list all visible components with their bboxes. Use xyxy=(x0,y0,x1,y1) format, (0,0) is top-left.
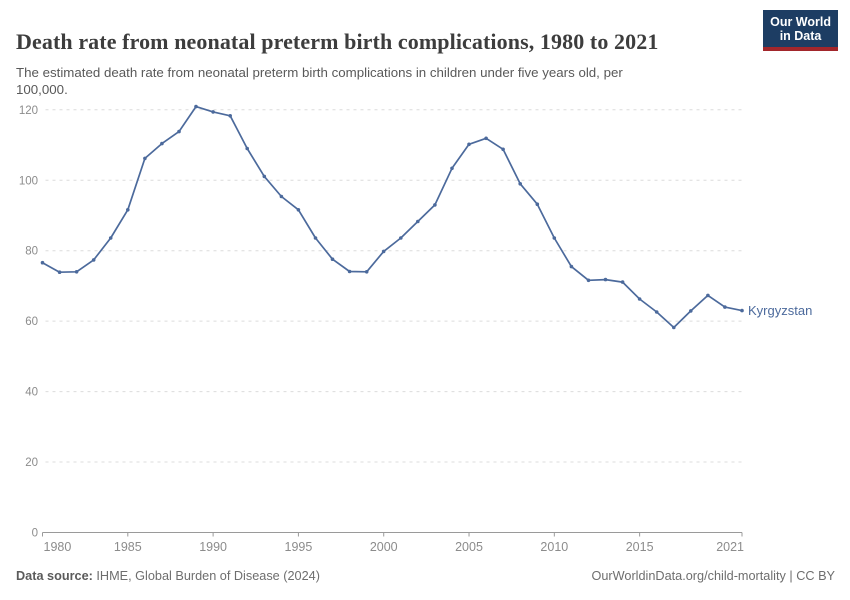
kyrgyzstan-series-line[interactable] xyxy=(41,105,743,329)
x-axis-tick-label: 2021 xyxy=(716,540,744,554)
data-point-marker[interactable] xyxy=(450,166,454,171)
data-point-marker[interactable] xyxy=(313,236,318,240)
data-point-marker[interactable] xyxy=(330,257,335,262)
data-point-marker[interactable] xyxy=(637,297,642,301)
credit-link[interactable]: OurWorldinData.org/child-mortality | CC … xyxy=(591,569,836,583)
owid-logo-line-1: Our World xyxy=(770,15,831,29)
y-axis-tick-label: 100 xyxy=(19,175,38,187)
data-point-marker[interactable] xyxy=(228,114,232,118)
x-axis-tick-label: 1995 xyxy=(285,540,313,554)
data-point-marker[interactable] xyxy=(40,260,45,265)
data-point-marker[interactable] xyxy=(706,293,710,298)
data-point-marker[interactable] xyxy=(535,202,540,206)
axes-layer: 0 20 40 60 80 100 120 1980 1985 1990 1995 2000 2005 2… xyxy=(19,105,744,554)
data-point-marker[interactable] xyxy=(689,309,693,313)
data-point-marker[interactable] xyxy=(654,310,659,314)
data-point-marker[interactable] xyxy=(501,147,505,152)
owid-logo[interactable]: Our World in Data xyxy=(763,10,838,51)
data-point-marker[interactable] xyxy=(177,129,181,134)
data-point-marker[interactable] xyxy=(245,146,249,151)
chart-subtitle-line-2: 100,000. xyxy=(16,82,68,98)
data-point-marker[interactable] xyxy=(569,264,574,269)
data-point-marker[interactable] xyxy=(91,258,96,262)
data-point-marker[interactable] xyxy=(433,203,437,207)
data-point-marker[interactable] xyxy=(399,236,403,240)
chart-footer: Data source: IHME, Global Burden of Dise… xyxy=(16,569,835,583)
data-point-marker[interactable] xyxy=(723,305,727,309)
data-point-marker[interactable] xyxy=(672,325,676,330)
data-point-marker[interactable] xyxy=(194,104,198,109)
y-axis-tick-label: 0 xyxy=(32,528,38,540)
data-point-marker[interactable] xyxy=(740,308,744,313)
y-axis-tick-label: 80 xyxy=(25,246,38,258)
chart-subtitle-line-1: The estimated death rate from neonatal p… xyxy=(16,65,623,81)
data-point-marker[interactable] xyxy=(484,136,488,141)
data-source-label: Data source: xyxy=(16,569,93,583)
y-axis-tick-label: 60 xyxy=(25,316,38,328)
data-point-marker[interactable] xyxy=(279,194,284,199)
data-point-marker[interactable] xyxy=(74,270,79,274)
data-point-marker[interactable] xyxy=(126,208,130,212)
data-point-marker[interactable] xyxy=(552,236,557,240)
x-axis-tick-label: 1980 xyxy=(44,540,72,554)
x-axis-tick-label: 2005 xyxy=(455,540,483,554)
data-point-marker[interactable] xyxy=(57,270,62,275)
data-point-marker[interactable] xyxy=(416,219,420,224)
x-axis-tick-label: 2015 xyxy=(626,540,654,554)
data-source-text: IHME, Global Burden of Disease (2024) xyxy=(92,569,320,583)
chart-subtitle: The estimated death rate from neonatal p… xyxy=(16,64,736,98)
data-point-marker[interactable] xyxy=(143,156,147,161)
data-point-marker[interactable] xyxy=(381,249,386,254)
data-point-marker[interactable] xyxy=(160,141,164,146)
x-axis-tick-label: 2010 xyxy=(540,540,568,554)
y-axis-tick-label: 20 xyxy=(25,457,38,469)
data-point-marker[interactable] xyxy=(347,269,352,274)
data-point-marker[interactable] xyxy=(603,277,608,282)
series-layer: Kyrgyzstan xyxy=(40,104,812,330)
x-axis-tick-label: 2000 xyxy=(370,540,398,554)
data-point-marker[interactable] xyxy=(108,236,113,240)
data-source-note: Data source: IHME, Global Burden of Dise… xyxy=(16,569,320,583)
y-axis-tick-label: 120 xyxy=(19,105,38,117)
data-point-marker[interactable] xyxy=(620,280,625,284)
x-axis-tick-label: 1990 xyxy=(199,540,227,554)
series-entity-label[interactable]: Kyrgyzstan xyxy=(748,303,812,318)
y-axis-tick-label: 40 xyxy=(25,387,38,399)
data-point-marker[interactable] xyxy=(467,142,471,147)
x-axis-tick-label: 1985 xyxy=(114,540,142,554)
data-point-marker[interactable] xyxy=(518,182,522,186)
data-point-marker[interactable] xyxy=(586,278,591,283)
data-point-marker[interactable] xyxy=(364,270,369,274)
page-title: Death rate from neonatal preterm birth c… xyxy=(16,28,659,54)
gridlines-layer xyxy=(45,109,742,463)
owid-logo-line-2: in Data xyxy=(779,29,822,43)
data-point-marker[interactable] xyxy=(262,174,267,179)
data-point-marker[interactable] xyxy=(211,110,215,114)
data-point-marker[interactable] xyxy=(296,208,301,212)
